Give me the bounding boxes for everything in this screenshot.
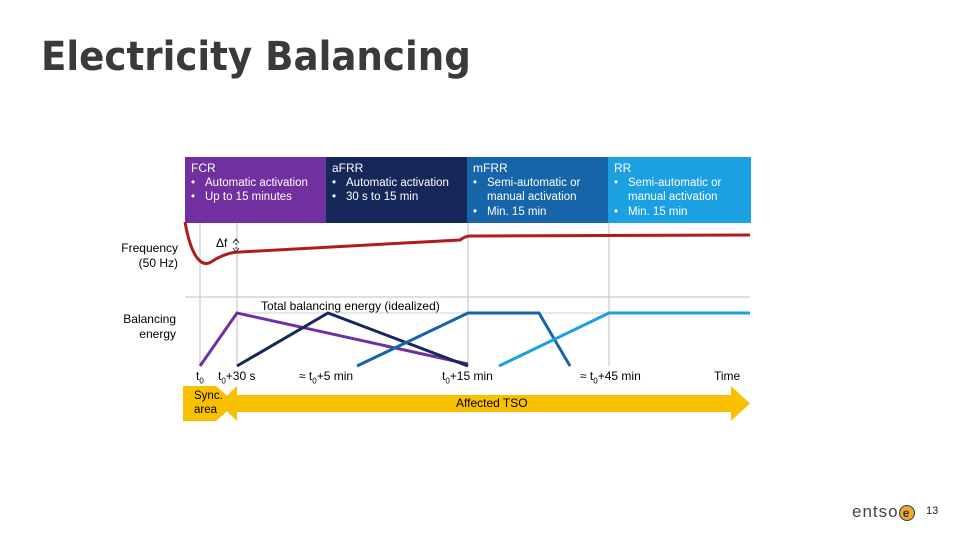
tick-t0-5min: ≈ t0+5 min: [299, 369, 354, 386]
frequency-curve: [183, 221, 751, 265]
time-gridlines: [199, 223, 610, 366]
tick-t0-45min: ≈ t0+45 min: [580, 369, 641, 386]
box-mfrr: mFRR Semi-automatic or manual activation…: [467, 157, 608, 223]
box-afrr-title: aFRR: [332, 161, 364, 175]
delta-f-label: Δf: [216, 236, 228, 250]
box-mfrr-item: Min. 15 min: [473, 205, 602, 220]
box-mfrr-title: mFRR: [473, 161, 508, 175]
entsoe-logo: entso e: [852, 502, 915, 522]
box-mfrr-item: Semi-automatic or manual activation: [473, 176, 602, 205]
tick-t0-30s: t0+30 s: [218, 369, 256, 386]
box-rr-item: Semi-automatic or manual activation: [614, 176, 745, 205]
affected-tso-arrow: [219, 386, 750, 421]
box-fcr-title: FCR: [191, 161, 216, 175]
mfrr-energy-curve: [356, 311, 572, 368]
page-title: Electricity Balancing: [41, 34, 471, 80]
afrr-energy-curve: [236, 311, 469, 368]
tick-t0-15min: t0+15 min: [442, 369, 493, 386]
box-rr: RR Semi-automatic or manual activation M…: [608, 157, 751, 223]
tick-t0: t0: [196, 369, 204, 386]
time-axis-label: Time: [714, 369, 741, 383]
box-afrr: aFRR Automatic activation 30 s to 15 min: [326, 157, 467, 223]
balancing-energy-label: Balancing energy: [123, 312, 176, 341]
box-fcr-item: Automatic activation: [191, 176, 320, 191]
box-afrr-item: 30 s to 15 min: [332, 190, 461, 205]
total-energy-label: Total balancing energy (idealized): [261, 299, 440, 313]
sync-area-label: Sync. area: [194, 390, 223, 416]
box-fcr: FCR Automatic activation Up to 15 minute…: [185, 157, 326, 223]
fcr-energy-curve: [198, 311, 469, 367]
logo-e-icon: e: [898, 504, 915, 521]
box-afrr-item: Automatic activation: [332, 176, 461, 191]
box-rr-title: RR: [614, 161, 632, 175]
sync-arrow-shape: [183, 386, 236, 421]
frequency-label: Frequency (50 Hz): [121, 241, 178, 270]
page-number: 13: [926, 505, 939, 517]
delta-f-marker: [232, 238, 240, 253]
affected-tso-label: Affected TSO: [456, 396, 528, 410]
box-fcr-item: Up to 15 minutes: [191, 190, 320, 205]
box-rr-item: Min. 15 min: [614, 205, 745, 220]
rr-energy-curve: [498, 311, 750, 368]
